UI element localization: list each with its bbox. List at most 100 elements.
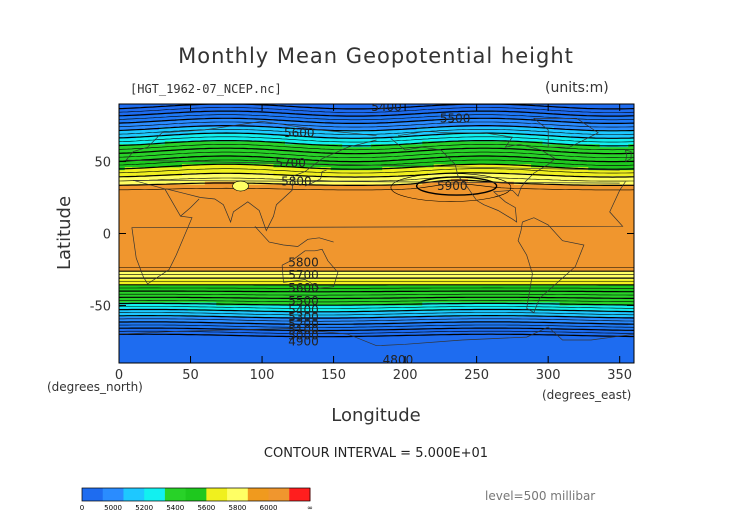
units-label: (units:m)	[545, 80, 609, 96]
band-cell	[119, 181, 206, 186]
contour-5850	[119, 183, 634, 191]
band-cell	[119, 236, 634, 240]
contour-label: 5700	[288, 268, 319, 282]
x-tick-label: 350	[607, 368, 632, 383]
band-cell	[428, 173, 532, 177]
band-cell	[119, 187, 634, 191]
contour-label: 5000	[288, 329, 319, 343]
band-cell	[525, 132, 634, 137]
x-tick-label: 250	[464, 368, 489, 383]
contour-5500	[119, 290, 634, 293]
colorbar-tick-label: 5600	[197, 504, 215, 512]
chart-title: Monthly Mean Geopotential height	[178, 44, 574, 68]
band-cell	[119, 112, 154, 117]
coastline-0	[131, 179, 626, 285]
band-cell	[119, 224, 634, 229]
band-cell	[119, 239, 634, 243]
colorbar-swatch	[227, 488, 249, 501]
colorbar-tick-label: 6000	[260, 504, 278, 512]
band-cell	[153, 112, 297, 117]
contour-label: 5100	[288, 323, 319, 337]
band-cell	[296, 127, 418, 131]
band-cell	[119, 132, 189, 137]
band-cell	[119, 175, 634, 180]
band-cell	[119, 291, 634, 295]
band-cell	[531, 173, 634, 177]
band-cell	[119, 351, 634, 355]
tibet-low	[232, 180, 249, 192]
band-cell	[273, 173, 429, 177]
coastline-4	[281, 248, 339, 289]
y-tick-label: 0	[103, 228, 111, 243]
band-cell	[513, 181, 634, 186]
band-cell	[119, 144, 343, 148]
band-cell	[119, 314, 634, 318]
band-cell	[119, 196, 634, 200]
band-cell	[273, 118, 435, 122]
colorbar-frame	[81, 487, 311, 502]
band-cell	[119, 348, 634, 353]
band-cell	[119, 219, 634, 223]
colorbar-swatch	[123, 488, 145, 501]
y-axis-label: Latitude	[54, 196, 75, 270]
band-cell	[119, 288, 634, 292]
contour-5900-outer	[390, 173, 512, 202]
band-cell	[119, 161, 634, 166]
contour-label: 5400	[371, 100, 402, 114]
band-cell	[571, 135, 634, 140]
level-label: level=500 millibar	[485, 489, 596, 503]
coastline-5	[390, 130, 556, 223]
contour-bands	[119, 104, 634, 363]
contour-label: 5900	[437, 179, 468, 193]
band-cell	[119, 178, 452, 183]
band-cell	[119, 245, 634, 249]
coastline-6	[517, 217, 585, 314]
x-axis: 0 50 100 150 200 250 300 350	[115, 104, 632, 383]
contour-5600	[119, 163, 634, 170]
band-cell	[119, 221, 634, 226]
band-cell	[119, 345, 634, 350]
contour-5200	[119, 308, 634, 313]
band-cell	[353, 322, 629, 327]
band-cell	[119, 141, 166, 145]
band-cell	[119, 230, 634, 235]
y-tick-label: -50	[90, 299, 111, 314]
band-cell	[382, 167, 589, 171]
band-cell	[433, 118, 532, 122]
contour-label: 4900	[288, 334, 319, 348]
file-label: [HGT_1962-07_NCEP.nc]	[130, 82, 282, 96]
band-cell	[119, 322, 286, 327]
colorbar-swatch	[206, 488, 228, 501]
contour-5300	[119, 302, 634, 306]
band-cell	[176, 118, 275, 122]
contour-5450	[119, 293, 634, 296]
contour-5400	[119, 147, 634, 155]
band-cell	[525, 155, 634, 160]
band-cell	[376, 328, 606, 332]
band-cell	[244, 181, 423, 186]
band-cell	[119, 204, 634, 209]
y-tick-label: 50	[94, 156, 111, 171]
band-cell	[164, 141, 286, 145]
band-cell	[307, 158, 400, 163]
contour-label: 5600	[288, 281, 319, 295]
colorbar-swatch	[144, 488, 166, 501]
band-cell	[239, 109, 475, 114]
band-cell	[119, 216, 634, 220]
band-cell	[273, 164, 435, 168]
coastline-10	[304, 169, 327, 187]
contour-4900	[119, 327, 634, 332]
contour-label: 4800	[383, 353, 414, 367]
contour-label: 5200	[288, 317, 319, 331]
band-cell	[399, 158, 566, 163]
band-cell	[531, 308, 634, 312]
band-cell	[159, 127, 297, 131]
band-cell	[531, 118, 634, 122]
contour-5700	[119, 172, 634, 178]
contour-5050	[119, 121, 634, 128]
band-cell	[119, 227, 634, 232]
band-cell	[119, 104, 634, 108]
band-cell	[119, 207, 634, 212]
contour-5000	[119, 321, 634, 325]
